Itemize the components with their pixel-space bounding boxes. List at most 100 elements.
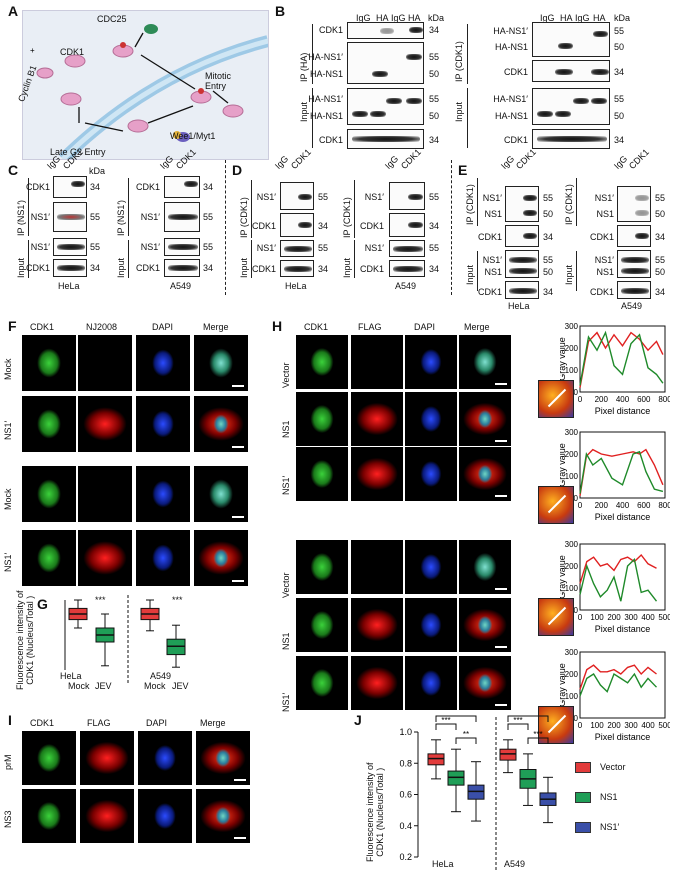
i-image-r1-c4	[196, 731, 250, 785]
f-image-r3-c3	[136, 466, 190, 522]
c2-in-ns1p: NS1′	[140, 242, 160, 252]
h-plot-2-xtick-3: 600	[637, 501, 651, 510]
d2-lane-cdk1: CDK1	[398, 146, 423, 171]
blot-b-right-ns1	[532, 22, 610, 57]
b-mw-1: 34	[429, 25, 440, 35]
h-image-r6-c1	[296, 656, 348, 710]
e2-in-ns1: NS1	[596, 267, 614, 277]
panel-h-label: H	[272, 318, 283, 334]
br-row-2: HA-NS1	[494, 42, 528, 52]
h-image-r4-c4	[459, 540, 511, 594]
c2-blot-ip-ns1	[164, 202, 200, 232]
h-plot-4-ytick-2: 200	[565, 670, 579, 679]
h-plot-4-inset	[538, 706, 574, 744]
c2-in-cdk1: CDK1	[135, 263, 160, 273]
h-image-r3-c4	[459, 447, 511, 501]
c2-mw-4: 34	[203, 263, 214, 273]
d2-mw-1: 55	[429, 192, 440, 202]
f-row-ns1p-1: NS1′	[3, 420, 13, 440]
d1-cell: HeLa	[285, 281, 307, 291]
lane-igg-2: IgG	[391, 13, 406, 23]
label-late-g2: Late G2 Entry	[50, 147, 106, 157]
e2-mw-4: 55	[655, 255, 666, 265]
i-row-ns3: NS3	[3, 810, 13, 828]
c2-cell: A549	[170, 281, 192, 291]
e1-in-ns1: NS1	[484, 267, 502, 277]
j-legend-ns1p: NS1′	[600, 822, 620, 832]
j-bracket-0	[435, 723, 457, 730]
g-chart	[64, 595, 186, 685]
cell-cycle-schematic: +	[22, 10, 269, 160]
f-image-r2-c1	[22, 396, 76, 452]
i-image-r1-c1	[22, 731, 76, 785]
f-image-r2-c3	[136, 396, 190, 452]
h-image-r3-c1	[296, 447, 348, 501]
f-image-r4-c2	[78, 530, 132, 586]
h-plot-2-ytick-3: 300	[565, 428, 579, 437]
e2-mw-2: 50	[655, 209, 666, 219]
h-plot-3-ylabel: Gray value	[560, 555, 567, 599]
f-col-cdk1: CDK1	[30, 322, 55, 332]
h-image-r4-c3	[405, 540, 457, 594]
j-bracket-3	[507, 723, 529, 730]
h-image-r6-c2	[351, 656, 403, 710]
input-b-right: Input	[454, 101, 464, 122]
j-cell-hela: HeLa	[432, 859, 454, 869]
e2-blot-ip-ns1	[617, 186, 651, 222]
h-image-r2-c1	[296, 392, 348, 446]
svg-text:+: +	[30, 46, 35, 55]
br-in-2: HA-NS1	[494, 111, 528, 121]
d1-in-ns1p: NS1′	[256, 243, 276, 253]
j-bracket-4	[507, 715, 549, 722]
h-row-ns1p-1: NS1′	[281, 475, 291, 495]
b-mw-3: 50	[429, 69, 440, 79]
c2-mw-3: 55	[203, 242, 214, 252]
h-plot-4-ylabel: Gray value	[560, 663, 567, 707]
g-x-mock-1: Mock	[68, 681, 90, 691]
c1-in-cdk1: CDK1	[26, 263, 51, 273]
c2-mw-2: 55	[203, 212, 214, 222]
e2-blot-ip-cdk1	[617, 225, 651, 247]
h-plot-1-xtick-1: 200	[595, 395, 609, 404]
g-x-mock-2: Mock	[144, 681, 166, 691]
c1-kda: kDa	[89, 166, 106, 176]
d2-blot-ip-cdk1	[389, 213, 425, 237]
c1-in-ns1p: NS1′	[30, 242, 50, 252]
blot-b-right-input-cdk1	[532, 129, 610, 149]
h-plot-3-inset	[538, 598, 574, 636]
panel-i-label: I	[8, 712, 12, 728]
d1-blot-in-ns1	[280, 240, 314, 257]
i-row-prm: prM	[3, 754, 13, 771]
c1-ip: IP (NS1′)	[16, 199, 26, 236]
c1-row-ns1p: NS1′	[30, 212, 50, 222]
h-plot-4-xtick-3: 300	[624, 721, 638, 730]
e2-row-cdk1: CDK1	[589, 232, 614, 242]
j-ytick-label-4: 1.0	[399, 727, 412, 737]
br-mw-6: 34	[614, 135, 625, 145]
g-x-jev-1: JEV	[95, 681, 112, 691]
i-image-r2-c4	[196, 789, 250, 843]
b-mw-5: 50	[429, 111, 440, 121]
panel-a-label: A	[8, 3, 19, 19]
e1-mw-6: 34	[543, 287, 554, 297]
f-image-r3-c1	[22, 466, 76, 522]
e1-mw-4: 55	[543, 255, 554, 265]
j-bracket-1	[435, 715, 477, 722]
d2-row-cdk1: CDK1	[359, 221, 384, 231]
h-row-vector-1: Vector	[281, 362, 291, 388]
d2-mw-4: 34	[429, 264, 440, 274]
h-image-r5-c1	[296, 598, 348, 652]
f-row-mock-1: Mock	[3, 358, 13, 380]
e2-mw-3: 34	[655, 232, 666, 242]
d1-row-cdk1: CDK1	[251, 221, 276, 231]
h-plot-4-xtick-0: 0	[578, 721, 583, 730]
d2-ip: IP (CDK1)	[342, 197, 352, 238]
h-plot-1-xtick-4: 800	[658, 395, 670, 404]
e1-row-cdk1: CDK1	[477, 232, 502, 242]
e2-input: Input	[564, 264, 574, 285]
j-box-0-0	[427, 753, 445, 766]
e1-blot-in-cdk1	[505, 281, 539, 299]
h-plot-2-xlabel: Pixel distance	[595, 512, 651, 522]
c1-input: Input	[16, 257, 26, 278]
